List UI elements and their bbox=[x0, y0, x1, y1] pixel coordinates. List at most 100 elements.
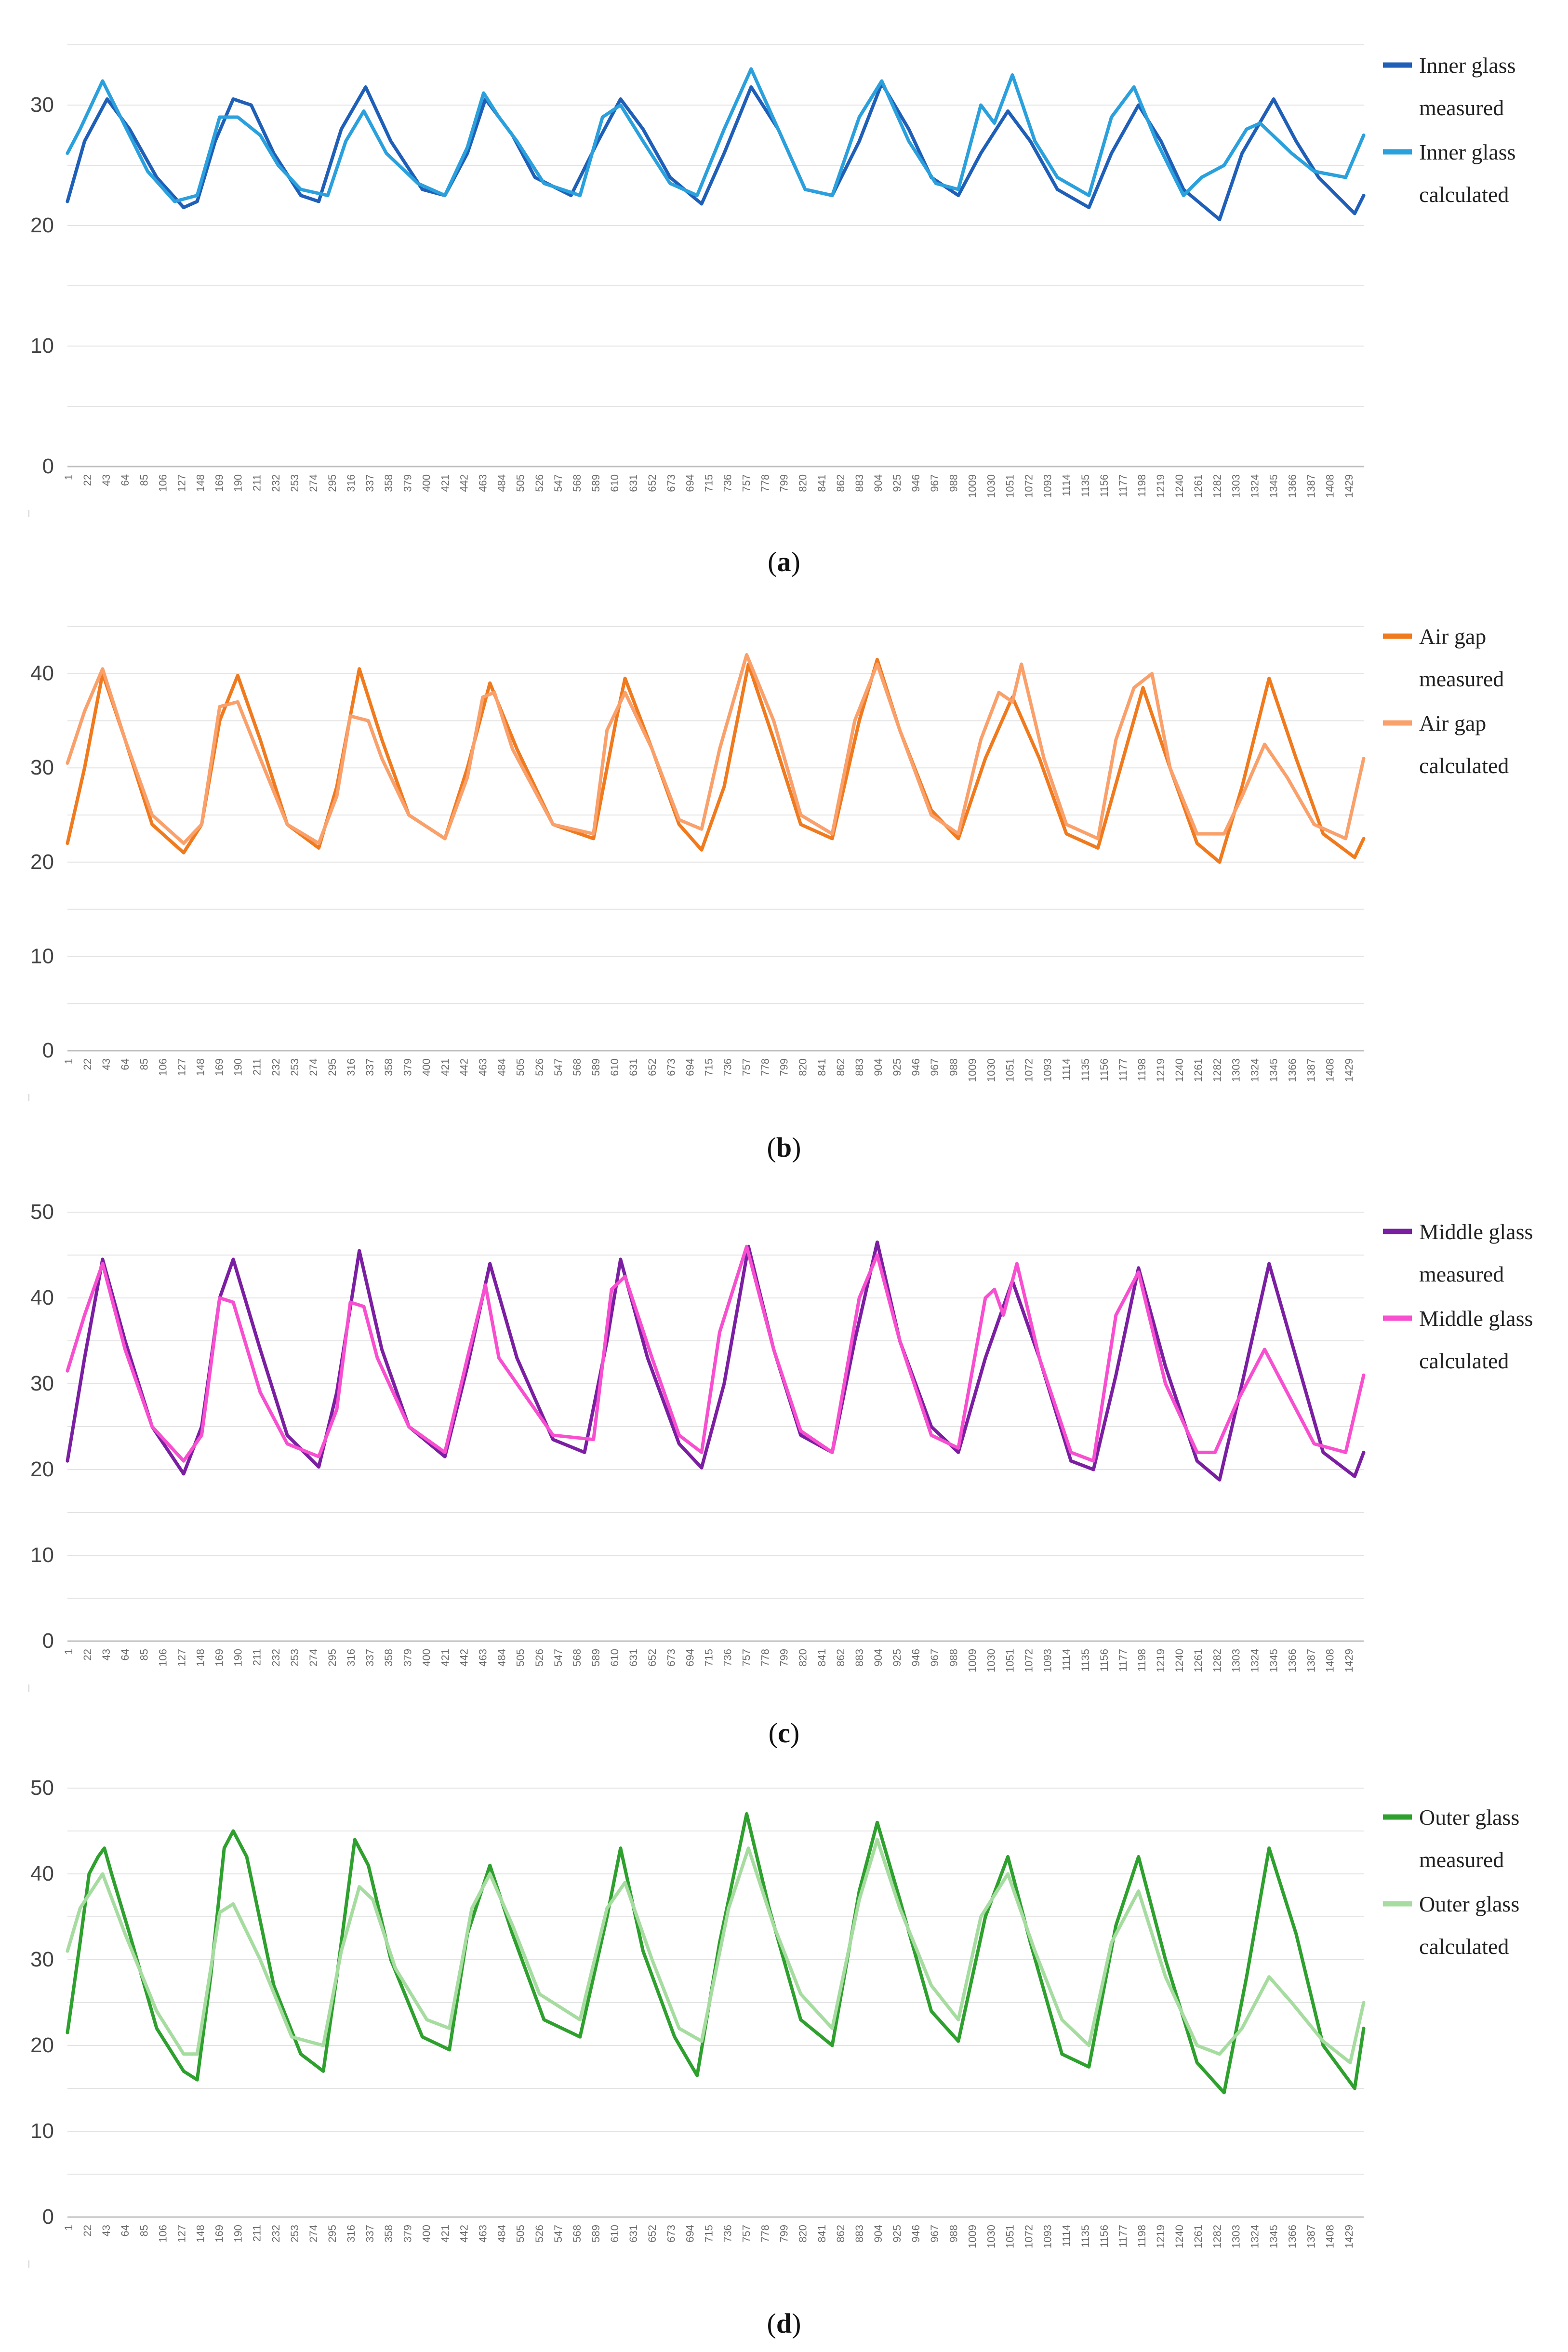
series-line-measured bbox=[66, 657, 1366, 864]
x-tick-label: 547 bbox=[552, 1058, 564, 1076]
x-tick-label: 841 bbox=[816, 474, 828, 492]
x-tick-label: 337 bbox=[364, 474, 376, 492]
y-tick-label: 30 bbox=[30, 1372, 54, 1395]
x-tick-label: 946 bbox=[910, 2225, 922, 2243]
x-tick-label: 1366 bbox=[1287, 1058, 1299, 1082]
legend-label: calculated bbox=[1419, 182, 1509, 207]
x-tick-label: 190 bbox=[232, 474, 244, 492]
x-tick-label: 652 bbox=[646, 1058, 658, 1076]
x-tick-label: 820 bbox=[797, 1058, 809, 1076]
x-tick-label: 505 bbox=[515, 1649, 527, 1667]
x-tick-label: 463 bbox=[477, 2225, 489, 2243]
x-tick-label: 463 bbox=[477, 1058, 489, 1076]
x-tick-label: 127 bbox=[175, 474, 187, 492]
x-tick-label: 988 bbox=[947, 1649, 959, 1667]
x-tick-label: 1009 bbox=[966, 2225, 978, 2248]
x-tick-label: 589 bbox=[590, 1649, 602, 1667]
panel-label: (c) bbox=[769, 1717, 799, 1749]
x-tick-label: 673 bbox=[665, 1649, 677, 1667]
x-tick-label: 526 bbox=[533, 1058, 545, 1076]
x-tick-label: 1282 bbox=[1211, 1058, 1223, 1082]
x-tick-label: 274 bbox=[307, 1058, 319, 1076]
x-tick-label: 1408 bbox=[1324, 2225, 1336, 2248]
x-tick-label: 589 bbox=[590, 1058, 602, 1076]
x-tick-label: 610 bbox=[609, 1649, 621, 1667]
x-tick-label: 1 bbox=[63, 1058, 75, 1064]
x-tick-label: 337 bbox=[364, 1058, 376, 1076]
x-tick-label: 1261 bbox=[1192, 2225, 1204, 2248]
x-tick-label: 421 bbox=[439, 1649, 451, 1667]
x-tick-label: 715 bbox=[703, 1058, 715, 1076]
series-line-calculated bbox=[66, 1838, 1366, 2065]
x-tick-label: 421 bbox=[439, 474, 451, 492]
chart-panel-d: 0 10 20 30 40 50 1 22 43 64 85 106 127 148 169 190 211 23… bbox=[28, 1776, 1519, 2339]
x-tick-label: 1324 bbox=[1249, 1649, 1261, 1672]
x-tick-label: 1093 bbox=[1042, 1649, 1054, 1672]
x-tick-label: 1009 bbox=[966, 1058, 978, 1082]
x-tick-label: 925 bbox=[891, 1058, 903, 1076]
x-tick-label: 862 bbox=[835, 1649, 847, 1667]
x-tick-label: 841 bbox=[816, 1058, 828, 1076]
x-tick-label: 988 bbox=[947, 474, 959, 492]
y-tick-label: 40 bbox=[30, 662, 54, 685]
x-tick-label: 1261 bbox=[1192, 1058, 1204, 1082]
x-tick-label: 1177 bbox=[1117, 1649, 1129, 1671]
x-tick-label: 1093 bbox=[1042, 1058, 1054, 1082]
x-tick-label: 274 bbox=[307, 2225, 319, 2243]
x-tick-label: 379 bbox=[401, 2225, 413, 2243]
series-line-measured bbox=[66, 1812, 1366, 2095]
x-tick-label: 757 bbox=[741, 474, 753, 492]
y-tick-label: 10 bbox=[30, 334, 54, 358]
x-tick-label: 694 bbox=[684, 2225, 696, 2243]
legend-label: Middle glass bbox=[1419, 1306, 1533, 1331]
legend-label: calculated bbox=[1419, 753, 1509, 778]
x-tick-label: 547 bbox=[552, 474, 564, 492]
x-tick-label: 421 bbox=[439, 1058, 451, 1076]
x-tick-label: 1303 bbox=[1230, 474, 1242, 498]
x-tick-label: 1051 bbox=[1004, 1058, 1016, 1082]
x-tick-label: 484 bbox=[496, 474, 508, 492]
x-tick-label: 1261 bbox=[1192, 474, 1204, 498]
x-tick-label: 778 bbox=[759, 474, 771, 492]
x-tick-label: 1219 bbox=[1155, 1058, 1167, 1082]
x-tick-label: 568 bbox=[571, 1058, 583, 1076]
x-tick-label: 1387 bbox=[1305, 1058, 1317, 1082]
x-tick-label: 1114 bbox=[1061, 474, 1073, 496]
y-tick-label: 10 bbox=[30, 2119, 54, 2143]
x-tick-label: 1093 bbox=[1042, 474, 1054, 498]
x-tick-label: 547 bbox=[552, 2225, 564, 2243]
x-tick-label: 1 bbox=[63, 1649, 75, 1655]
x-tick-label: 64 bbox=[119, 1058, 131, 1070]
x-tick-label: 379 bbox=[401, 474, 413, 492]
x-tick-label: 568 bbox=[571, 474, 583, 492]
x-tick-label: 127 bbox=[175, 2225, 187, 2243]
x-tick-label: 946 bbox=[910, 474, 922, 492]
x-tick-label: 1240 bbox=[1173, 1058, 1185, 1082]
x-tick-label: 967 bbox=[929, 1649, 941, 1667]
x-tick-label: 1177 bbox=[1117, 474, 1129, 497]
legend-label: measured bbox=[1419, 95, 1504, 120]
x-tick-label: 799 bbox=[778, 474, 790, 492]
x-tick-label: 463 bbox=[477, 1649, 489, 1667]
x-tick-label: 253 bbox=[289, 2225, 301, 2243]
x-tick-label: 1366 bbox=[1287, 1649, 1299, 1672]
x-tick-label: 946 bbox=[910, 1058, 922, 1076]
x-tick-label: 106 bbox=[157, 474, 169, 492]
x-tick-label: 1429 bbox=[1343, 474, 1355, 498]
x-tick-label: 631 bbox=[627, 1649, 639, 1667]
x-tick-label: 400 bbox=[420, 1649, 432, 1667]
x-tick-label: 1135 bbox=[1079, 1058, 1091, 1081]
x-tick-label: 799 bbox=[778, 1058, 790, 1076]
x-tick-label: 1072 bbox=[1023, 474, 1035, 498]
x-tick-label: 22 bbox=[81, 474, 93, 486]
x-tick-label: 1240 bbox=[1173, 1649, 1185, 1672]
x-tick-label: 22 bbox=[81, 2225, 93, 2236]
chart-panel-b: 0 10 20 30 40 1 22 43 64 85 106 127 148 169 190 211 232 2… bbox=[28, 624, 1509, 1163]
y-tick-label: 0 bbox=[42, 1039, 54, 1062]
x-tick-label: 1198 bbox=[1136, 2225, 1148, 2247]
x-tick-label: 1345 bbox=[1268, 1058, 1280, 1082]
x-tick-label: 904 bbox=[872, 2225, 884, 2243]
x-tick-label: 1303 bbox=[1230, 1649, 1242, 1672]
x-tick-label: 127 bbox=[175, 1058, 187, 1076]
